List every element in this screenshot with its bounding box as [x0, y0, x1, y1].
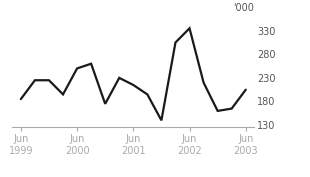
Text: '000: '000: [233, 3, 254, 13]
